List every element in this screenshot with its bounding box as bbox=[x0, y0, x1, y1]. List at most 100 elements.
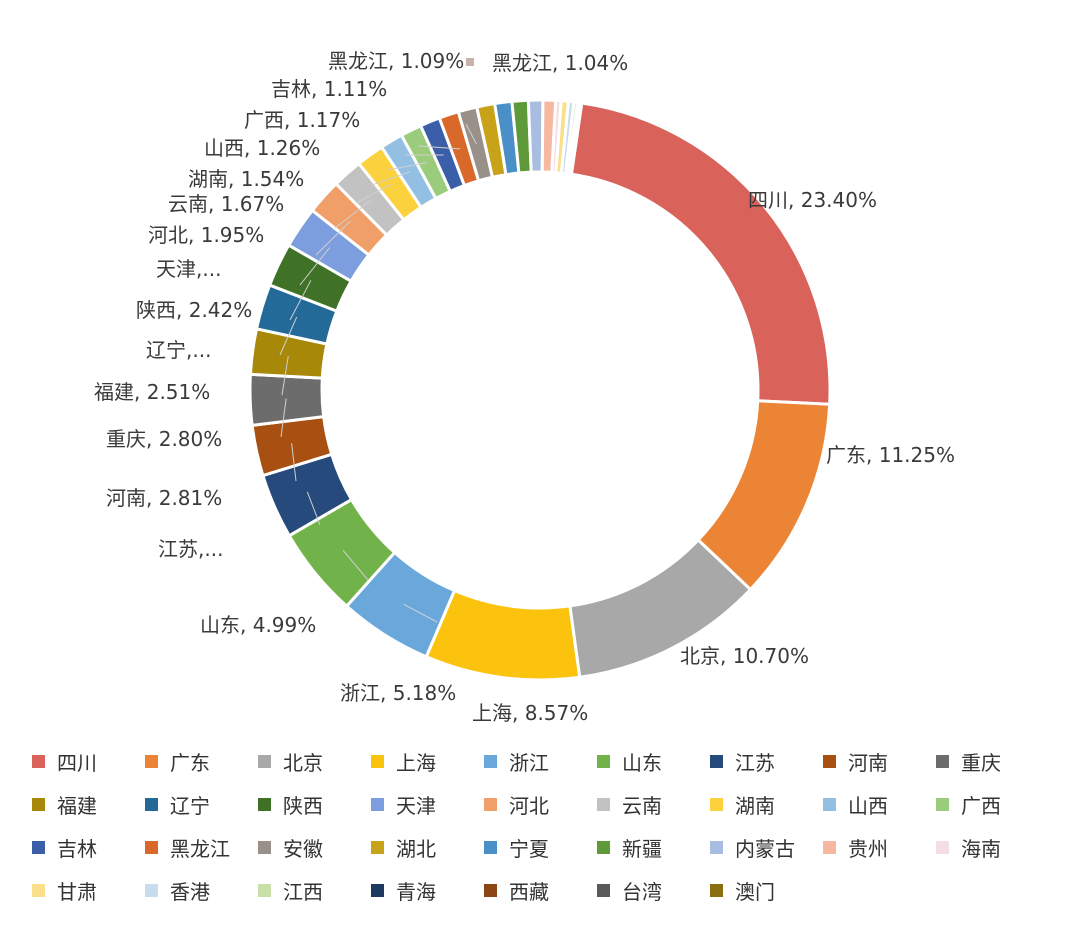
slice-34[interactable] bbox=[569, 101, 584, 176]
legend-item-14[interactable]: 河北 bbox=[484, 790, 597, 819]
legend-label: 吉林 bbox=[57, 837, 97, 861]
legend-item-9[interactable]: 重庆 bbox=[936, 747, 1049, 776]
leader-line-16 bbox=[355, 183, 392, 204]
legend-item-16[interactable]: 湖南 bbox=[710, 790, 823, 819]
legend-swatch bbox=[484, 841, 497, 854]
legend-swatch bbox=[484, 884, 497, 897]
legend-swatch bbox=[32, 798, 45, 811]
legend-label: 北京 bbox=[283, 751, 323, 775]
legend-label: 澳门 bbox=[735, 880, 775, 904]
legend-item-30[interactable]: 江西 bbox=[258, 876, 371, 905]
legend-label: 湖南 bbox=[735, 794, 775, 818]
legend-label: 湖北 bbox=[396, 837, 436, 861]
leader-line-9 bbox=[280, 398, 287, 438]
legend-label: 香港 bbox=[170, 880, 210, 904]
leader-line-6 bbox=[342, 550, 369, 581]
data-label-8: 河南, 2.81% bbox=[106, 486, 222, 510]
legend-row: 吉林 黑龙江 安徽 湖北 宁夏 新疆 内蒙古 贵州 海南 bbox=[32, 826, 1052, 869]
legend-item-27[interactable]: 海南 bbox=[936, 833, 1049, 862]
legend-swatch bbox=[371, 841, 384, 854]
legend-item-1[interactable]: 四川 bbox=[32, 747, 145, 776]
leader-line-8 bbox=[291, 443, 297, 482]
legend-item-33[interactable]: 台湾 bbox=[597, 876, 710, 905]
legend-label: 贵州 bbox=[848, 837, 888, 861]
legend-item-2[interactable]: 广东 bbox=[145, 747, 258, 776]
leader-line-11 bbox=[279, 316, 298, 356]
legend-item-23[interactable]: 宁夏 bbox=[484, 833, 597, 862]
legend-item-34[interactable]: 澳门 bbox=[710, 876, 823, 905]
legend-label: 青海 bbox=[396, 880, 436, 904]
legend-item-28[interactable]: 甘肃 bbox=[32, 876, 145, 905]
legend-item-22[interactable]: 湖北 bbox=[371, 833, 484, 862]
legend-swatch bbox=[32, 841, 45, 854]
legend-row: 甘肃 香港 江西 青海 西藏 台湾 澳门 bbox=[32, 869, 1052, 912]
data-label-2: 广东, 11.25% bbox=[826, 443, 955, 467]
legend-item-31[interactable]: 青海 bbox=[371, 876, 484, 905]
legend-item-24[interactable]: 新疆 bbox=[597, 833, 710, 862]
legend-swatch bbox=[258, 841, 271, 854]
legend-item-17[interactable]: 山西 bbox=[823, 790, 936, 819]
leader-line-18 bbox=[387, 162, 428, 171]
data-label-11: 辽宁,... bbox=[146, 338, 211, 362]
slice-1[interactable] bbox=[569, 101, 832, 406]
legend-swatch bbox=[145, 884, 158, 897]
legend-swatch bbox=[145, 841, 158, 854]
data-label-5: 浙江, 5.18% bbox=[340, 681, 456, 705]
legend-item-12[interactable]: 陕西 bbox=[258, 790, 371, 819]
legend-item-4[interactable]: 上海 bbox=[371, 747, 484, 776]
legend-item-8[interactable]: 河南 bbox=[823, 747, 936, 776]
legend-swatch bbox=[258, 884, 271, 897]
data-label-3: 北京, 10.70% bbox=[680, 644, 809, 668]
legend-label: 安徽 bbox=[283, 837, 323, 861]
legend-item-13[interactable]: 天津 bbox=[371, 790, 484, 819]
leader-line-7 bbox=[306, 491, 321, 526]
legend-label: 江西 bbox=[283, 880, 323, 904]
legend-swatch bbox=[710, 841, 723, 854]
data-label-13: 天津,... bbox=[156, 257, 221, 281]
legend-swatch bbox=[823, 798, 836, 811]
legend-swatch bbox=[710, 755, 723, 768]
legend-label: 四川 bbox=[57, 751, 97, 775]
legend-label: 河北 bbox=[509, 794, 549, 818]
leader-line-14 bbox=[315, 220, 351, 256]
legend-item-10[interactable]: 福建 bbox=[32, 790, 145, 819]
legend-label: 新疆 bbox=[622, 837, 662, 861]
legend-label: 山东 bbox=[622, 751, 662, 775]
legend-item-19[interactable]: 吉林 bbox=[32, 833, 145, 862]
legend: 四川 广东 北京 上海 浙江 山东 江苏 河南 重庆福建 辽宁 陕西 天津 河北 云南 湖南 山西 广西吉林 黑龙… bbox=[32, 740, 1052, 912]
legend-label: 山西 bbox=[848, 794, 888, 818]
legend-swatch bbox=[145, 755, 158, 768]
data-label-21: 黑龙江, 1.04% bbox=[492, 51, 628, 75]
legend-item-29[interactable]: 香港 bbox=[145, 876, 258, 905]
data-label-10: 福建, 2.51% bbox=[94, 380, 210, 404]
leader-line-21 bbox=[465, 123, 477, 145]
legend-item-3[interactable]: 北京 bbox=[258, 747, 371, 776]
legend-item-18[interactable]: 广西 bbox=[936, 790, 1049, 819]
legend-item-6[interactable]: 山东 bbox=[597, 747, 710, 776]
legend-swatch bbox=[597, 841, 610, 854]
legend-item-15[interactable]: 云南 bbox=[597, 790, 710, 819]
legend-label: 广西 bbox=[961, 794, 1001, 818]
legend-item-26[interactable]: 贵州 bbox=[823, 833, 936, 862]
legend-item-20[interactable]: 黑龙江 bbox=[145, 833, 258, 862]
legend-item-21[interactable]: 安徽 bbox=[258, 833, 371, 862]
data-label-1: 四川, 23.40% bbox=[748, 188, 877, 212]
slice-25[interactable] bbox=[526, 98, 545, 174]
leader-line-15 bbox=[334, 199, 372, 229]
legend-item-7[interactable]: 江苏 bbox=[710, 747, 823, 776]
legend-item-32[interactable]: 西藏 bbox=[484, 876, 597, 905]
slice-9[interactable] bbox=[248, 372, 326, 428]
legend-item-5[interactable]: 浙江 bbox=[484, 747, 597, 776]
legend-swatch bbox=[823, 841, 836, 854]
legend-label: 宁夏 bbox=[509, 837, 549, 861]
legend-label: 重庆 bbox=[961, 751, 1001, 775]
legend-item-25[interactable]: 内蒙古 bbox=[710, 833, 823, 862]
legend-swatch bbox=[936, 755, 949, 768]
data-label-18: 广西, 1.17% bbox=[244, 108, 360, 132]
legend-swatch bbox=[32, 755, 45, 768]
legend-label: 陕西 bbox=[283, 794, 323, 818]
legend-label: 内蒙古 bbox=[735, 837, 795, 861]
leader-line-13 bbox=[299, 247, 331, 286]
legend-item-11[interactable]: 辽宁 bbox=[145, 790, 258, 819]
legend-swatch bbox=[484, 755, 497, 768]
